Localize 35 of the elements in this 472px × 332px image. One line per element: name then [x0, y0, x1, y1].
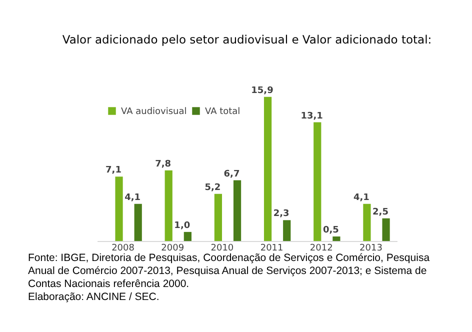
bar — [363, 204, 371, 241]
x-tick-label: 2013 — [360, 244, 382, 254]
bar — [382, 218, 390, 241]
data-label: 6,7 — [224, 169, 240, 180]
bar — [283, 220, 291, 241]
legend-label: VA total — [205, 107, 240, 117]
data-label: 1,0 — [174, 220, 190, 231]
data-label: 2,3 — [273, 209, 290, 220]
x-tick-label: 2008 — [112, 244, 135, 254]
x-tick-label: 2012 — [310, 244, 333, 254]
x-tick-label: 2010 — [210, 244, 234, 254]
data-label: 5,2 — [204, 182, 221, 193]
data-label: 7,1 — [106, 166, 122, 176]
x-tick-label: 2011 — [260, 244, 284, 254]
data-label: 4,1 — [353, 192, 370, 203]
data-label: 0,5 — [322, 225, 339, 236]
bar — [233, 180, 242, 241]
data-label: 7,8 — [155, 159, 172, 170]
x-tick-label: 2009 — [161, 244, 184, 254]
bar — [164, 170, 172, 241]
legend-label: VA audiovisual — [121, 107, 187, 117]
bar — [264, 96, 272, 241]
data-label: 13,1 — [300, 111, 323, 122]
data-label: 2,5 — [372, 207, 388, 218]
bar — [332, 236, 340, 241]
source-note: Fonte: IBGE, Diretoria de Pesquisas, Coordenação de Serviços e Comércio, Pesquisa Anual de Comércio 2007-2013, Pesquisa Anual de Serviços 2007-2013; e Sistema de Contas Nacionais referência 2000. — [28, 252, 431, 291]
bar — [115, 176, 123, 241]
chart-title: Valor adicionado pelo setor audiovisual e Valor adicionado total: — [62, 32, 432, 46]
bar — [184, 232, 192, 241]
bar — [314, 122, 322, 241]
bar — [134, 204, 142, 241]
data-label: 4,1 — [124, 192, 141, 203]
bar — [214, 194, 222, 241]
text: Elaboração: ANCINE / SEC. — [28, 291, 160, 304]
data-label: 15,9 — [251, 86, 274, 96]
